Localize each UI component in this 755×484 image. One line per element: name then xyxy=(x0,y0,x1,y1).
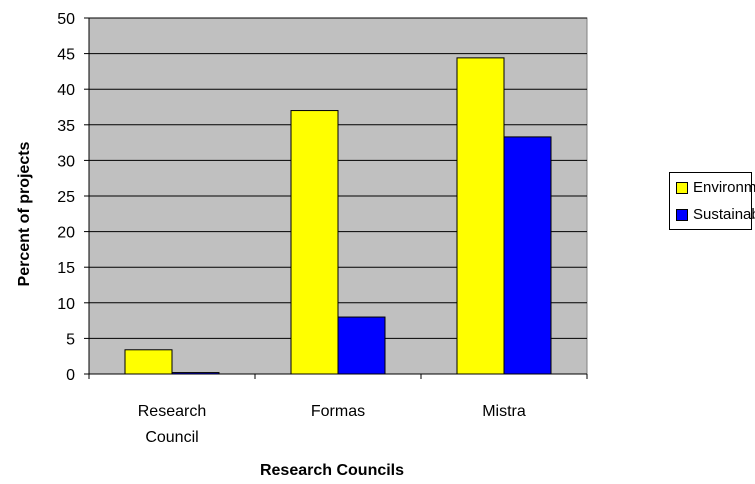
y-tick-label: 40 xyxy=(57,82,75,99)
legend: Environment Sustainability xyxy=(669,172,755,230)
y-tick-label: 15 xyxy=(57,260,75,277)
y-tick-labels: 0 5 10 15 20 25 30 35 40 45 50 xyxy=(57,11,75,384)
y-tick-label: 0 xyxy=(66,367,75,384)
y-tick-label: 20 xyxy=(57,225,75,242)
y-tick-label: 25 xyxy=(57,189,75,206)
x-tick-label: Council xyxy=(145,429,198,446)
legend-swatch-sustainability xyxy=(676,208,688,221)
x-tick-label: Research xyxy=(138,403,206,420)
x-tick-labels: Research Council Formas Mistra xyxy=(138,403,526,446)
x-axis-label: Research Councils xyxy=(260,462,404,479)
legend-item-sustainability: Sustainability xyxy=(676,206,755,223)
bar-environment xyxy=(124,349,173,375)
bar-environment xyxy=(290,110,339,375)
legend-label-sustainability: Sustainability xyxy=(693,206,755,223)
legend-item-environment: Environment xyxy=(676,179,755,196)
y-tick-label: 50 xyxy=(57,11,75,28)
y-tick-label: 5 xyxy=(66,331,75,348)
legend-swatch-environment xyxy=(676,181,688,194)
bar-sustainability xyxy=(337,316,386,375)
bar-sustainability xyxy=(503,136,552,375)
x-tick-label: Mistra xyxy=(482,403,526,420)
bar-environment xyxy=(456,57,505,375)
x-tick-label: Formas xyxy=(311,403,365,420)
y-tick-label: 35 xyxy=(57,118,75,135)
axes xyxy=(84,17,588,379)
y-tick-label: 10 xyxy=(57,296,75,313)
y-tick-label: 45 xyxy=(57,47,75,64)
y-tick-label: 30 xyxy=(57,153,75,170)
bars xyxy=(124,57,552,375)
legend-label-environment: Environment xyxy=(693,179,755,196)
y-axis-label: Percent of projects xyxy=(16,141,33,286)
